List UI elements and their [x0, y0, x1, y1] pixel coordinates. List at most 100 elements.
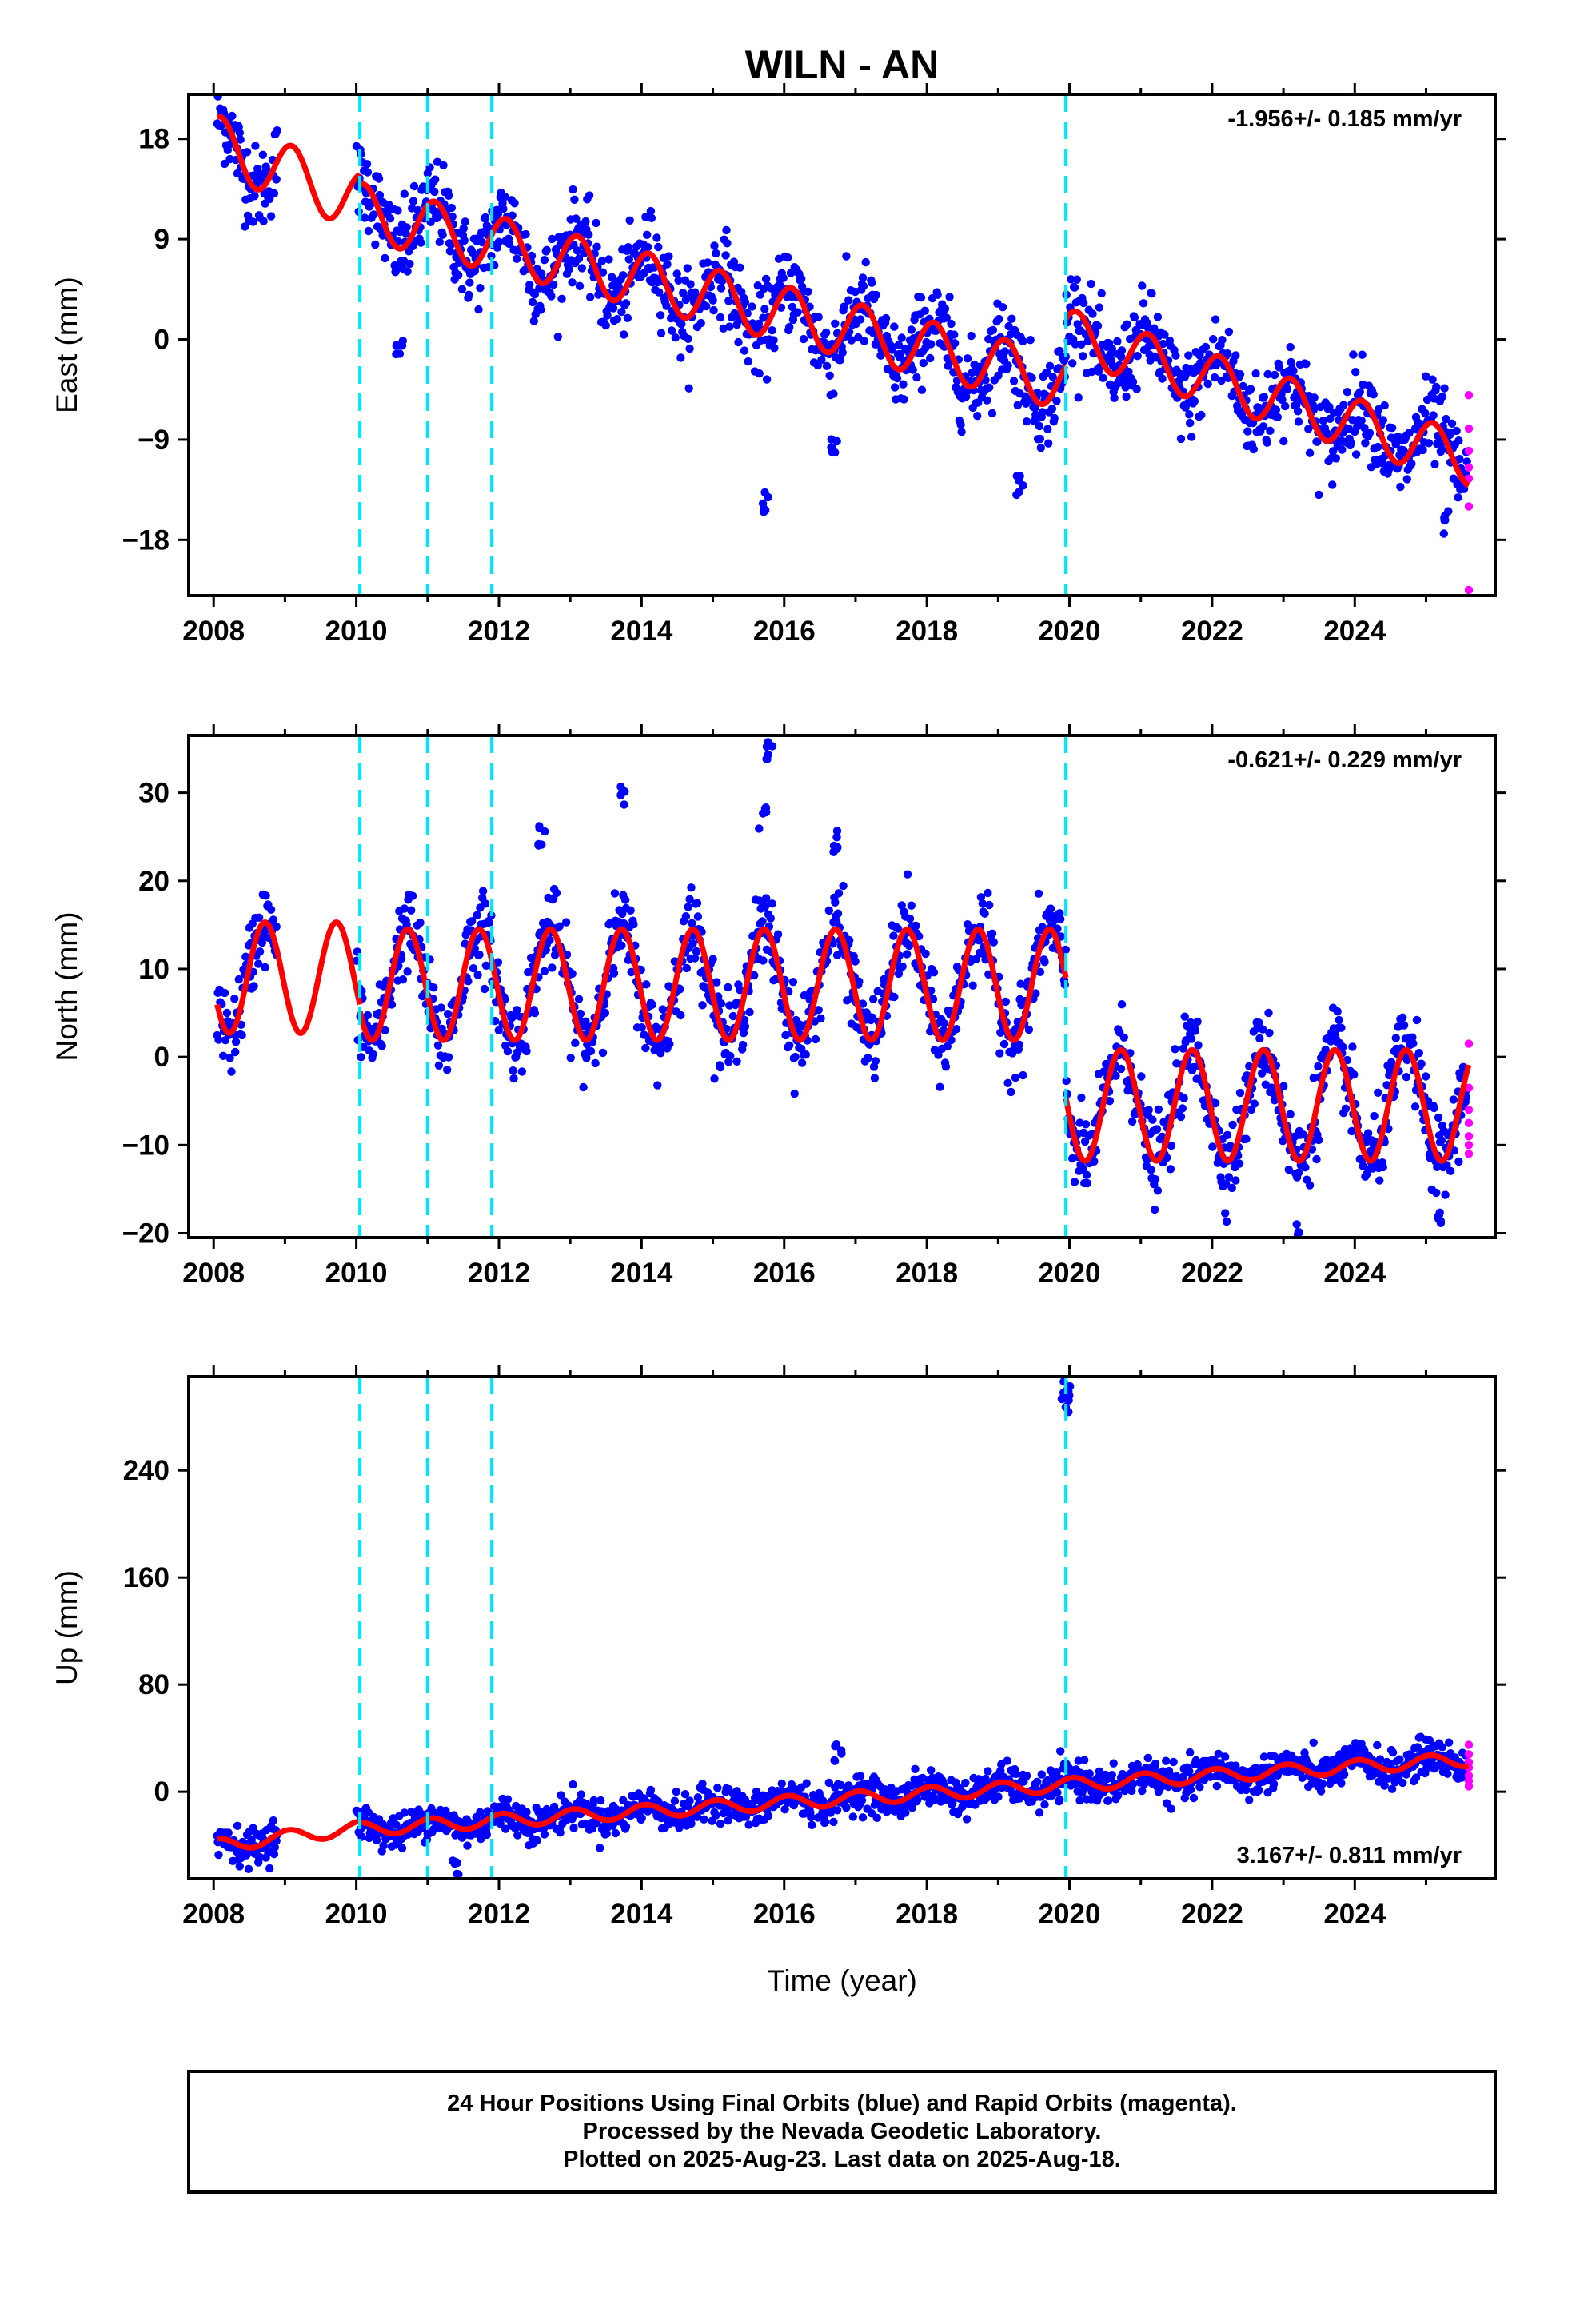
east-data-point — [270, 189, 278, 197]
east-data-point — [1147, 289, 1155, 297]
north-data-point — [258, 939, 266, 947]
east-data-point — [1186, 419, 1194, 427]
north-data-point — [1231, 1176, 1239, 1184]
north-data-point — [256, 947, 264, 955]
north-data-point — [1171, 1045, 1179, 1053]
up-data-point — [833, 1806, 841, 1814]
up-data-point — [842, 1804, 850, 1812]
east-data-point — [371, 241, 379, 249]
east-data-point — [438, 231, 446, 239]
up-data-point — [541, 1830, 549, 1838]
north-data-point — [890, 993, 898, 1001]
north-data-point — [676, 1011, 684, 1019]
east-data-point — [609, 304, 617, 312]
east-data-point — [1454, 493, 1462, 501]
north-data-point — [1413, 1016, 1421, 1024]
east-data-point — [1349, 350, 1357, 358]
up-data-point — [513, 1831, 521, 1839]
east-data-point — [1281, 402, 1289, 410]
up-data-point — [1035, 1808, 1043, 1816]
north-data-point — [445, 1053, 453, 1061]
east-data-point — [592, 219, 600, 227]
east-data-point — [1339, 401, 1347, 409]
north-data-point — [1264, 1009, 1272, 1017]
east-final-orbit-points — [213, 83, 1471, 538]
east-outlier-point — [398, 341, 406, 349]
north-data-point — [1417, 1060, 1425, 1068]
east-data-point — [365, 227, 373, 235]
north-data-point — [1155, 1106, 1163, 1114]
east-data-point — [1044, 440, 1052, 448]
north-data-point — [834, 910, 842, 918]
up-data-point — [1317, 1787, 1325, 1795]
north-data-point — [479, 887, 487, 895]
north-data-point — [267, 906, 275, 914]
north-data-point — [601, 1009, 609, 1017]
up-data-point — [269, 1816, 277, 1824]
up-data-point — [859, 1813, 867, 1821]
east-data-point — [912, 373, 920, 381]
east-data-point — [624, 314, 632, 322]
east-data-point — [908, 325, 916, 333]
east-data-point — [941, 305, 949, 313]
east-data-point — [1347, 439, 1355, 447]
north-data-point — [768, 899, 776, 907]
north-data-point — [1434, 1114, 1442, 1122]
east-data-point — [844, 296, 852, 304]
north-rapid-point — [1465, 1141, 1473, 1149]
up-data-point — [522, 1808, 530, 1816]
east-x-tick-label: 2010 — [325, 616, 388, 647]
east-data-point — [557, 295, 565, 303]
north-data-point — [1040, 958, 1048, 966]
east-data-point — [1023, 417, 1031, 425]
north-data-point — [745, 1008, 753, 1016]
east-y-tick-label: −18 — [122, 524, 170, 556]
north-data-point — [1438, 1136, 1446, 1144]
up-outlier-point — [453, 1859, 461, 1867]
north-data-point — [531, 1009, 539, 1017]
up-data-point — [504, 1796, 512, 1804]
north-data-point — [712, 978, 720, 986]
north-data-point — [1180, 1094, 1188, 1102]
east-data-point — [1197, 411, 1205, 419]
north-outlier-point — [1295, 1228, 1303, 1236]
east-data-point — [386, 214, 394, 222]
up-data-point — [671, 1797, 679, 1805]
east-data-point — [1294, 407, 1302, 415]
east-data-point — [710, 241, 718, 249]
east-data-point — [602, 321, 610, 329]
up-data-point — [1389, 1748, 1397, 1756]
up-data-point — [1190, 1794, 1198, 1802]
north-data-point — [473, 971, 481, 979]
east-data-point — [513, 255, 521, 263]
up-data-point — [808, 1821, 816, 1829]
east-data-point — [968, 332, 976, 340]
north-x-tick-label: 2012 — [468, 1258, 530, 1289]
east-data-point — [1049, 373, 1057, 381]
east-data-point — [762, 275, 770, 283]
north-data-point — [898, 963, 906, 971]
east-data-point — [481, 213, 489, 221]
up-data-point — [994, 1792, 1002, 1800]
up-data-point — [638, 1814, 646, 1822]
east-data-point — [951, 339, 959, 347]
north-data-point — [741, 1022, 749, 1030]
east-data-point — [1279, 437, 1287, 445]
east-data-point — [800, 335, 808, 343]
east-data-point — [717, 284, 725, 292]
north-data-point — [1454, 1158, 1462, 1166]
north-data-point — [659, 1005, 667, 1013]
east-data-point — [973, 412, 981, 420]
up-data-point — [1443, 1770, 1451, 1778]
east-data-point — [1177, 435, 1185, 443]
east-data-point — [933, 291, 941, 299]
east-data-point — [964, 354, 972, 362]
east-data-point — [541, 256, 549, 264]
east-x-tick-label: 2014 — [610, 616, 672, 647]
north-data-point — [1223, 1218, 1231, 1226]
east-data-point — [685, 345, 693, 353]
north-data-point — [1151, 1175, 1159, 1183]
north-data-point — [1411, 1102, 1419, 1110]
east-data-point — [1122, 393, 1130, 401]
